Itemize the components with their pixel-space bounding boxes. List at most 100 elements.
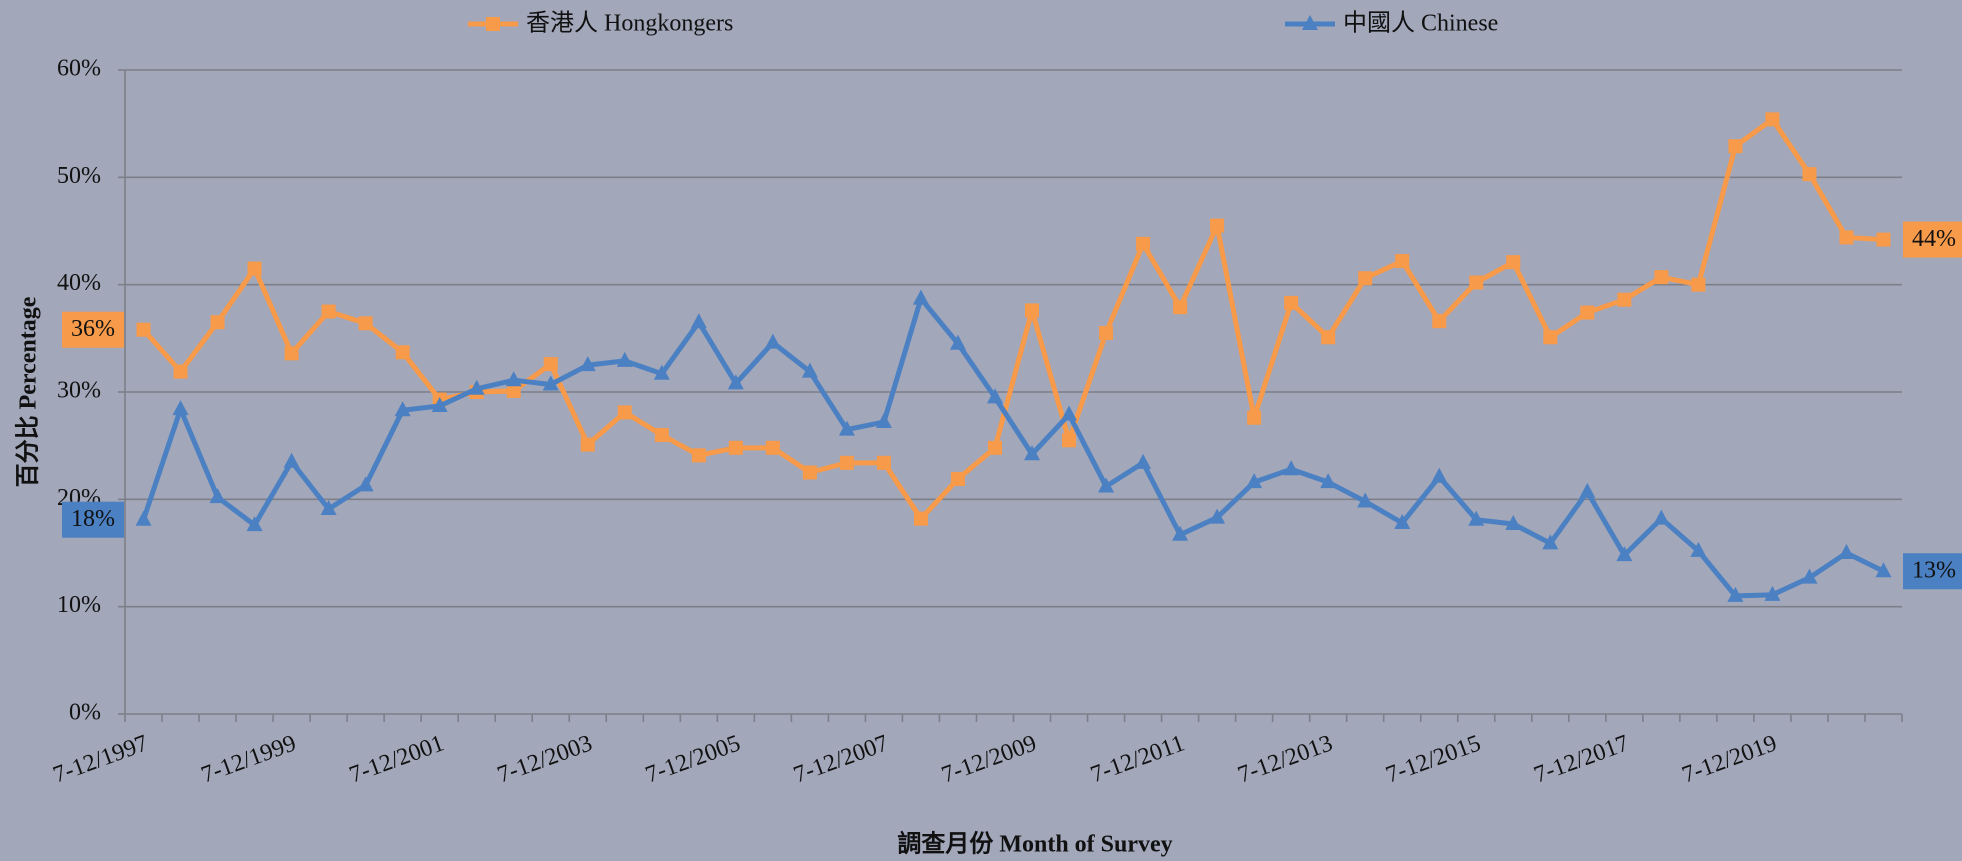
marker (1394, 513, 1411, 529)
y-tick-label: 10% (57, 592, 101, 618)
marker (1876, 232, 1891, 247)
marker (801, 362, 818, 378)
data-label: 36% (71, 316, 115, 342)
marker (616, 351, 633, 367)
marker (1728, 139, 1743, 154)
marker (486, 17, 500, 31)
marker (1765, 112, 1780, 127)
x-tick-label: 7-12/2017 (1531, 730, 1633, 788)
marker (247, 261, 262, 276)
marker (1247, 410, 1262, 425)
marker (690, 313, 707, 329)
marker (1505, 515, 1522, 531)
marker (1024, 445, 1041, 461)
marker (173, 364, 188, 379)
marker (986, 388, 1003, 404)
marker (431, 396, 448, 412)
x-tick-label: 7-12/1999 (198, 730, 300, 788)
marker (1653, 509, 1670, 525)
marker (1432, 314, 1447, 329)
marker (1875, 562, 1892, 578)
x-tick-label: 7-12/2011 (1087, 730, 1188, 788)
marker (580, 437, 595, 452)
marker (1654, 270, 1669, 285)
marker (395, 345, 410, 360)
marker (1395, 254, 1410, 269)
data-label-box (62, 311, 124, 348)
marker (1690, 541, 1707, 557)
marker (209, 488, 226, 504)
marker (1209, 508, 1226, 524)
x-tick-label: 7-12/2009 (938, 730, 1040, 788)
marker (1173, 300, 1188, 315)
line (141, 116, 1884, 522)
marker (246, 516, 263, 532)
data-label-box (1903, 553, 1962, 590)
data-label-box (1903, 221, 1962, 258)
marker (1061, 405, 1078, 421)
marker (1580, 305, 1595, 320)
y-axis-title: 百分比 Percentage (15, 296, 42, 487)
marker (1542, 534, 1559, 550)
marker (1246, 473, 1263, 489)
x-tick-label: 7-12/2001 (346, 730, 448, 788)
marker (1136, 236, 1151, 251)
y-tick-label: 50% (57, 163, 101, 189)
marker (987, 440, 1002, 455)
x-tick-label: 7-12/2005 (642, 730, 744, 788)
marker (1320, 473, 1337, 489)
marker (1357, 492, 1374, 508)
marker (172, 400, 189, 416)
data-label: 13% (1912, 558, 1956, 584)
marker (394, 401, 411, 417)
data-label-box (62, 501, 124, 538)
line (141, 296, 1885, 599)
marker (579, 356, 596, 372)
marker (1210, 218, 1225, 233)
marker (949, 334, 966, 350)
x-tick-label: 7-12/2007 (790, 730, 892, 788)
marker (1801, 568, 1818, 584)
marker (543, 357, 558, 372)
series: 18% 13% (62, 289, 1962, 602)
marker (1506, 255, 1521, 270)
marker (1358, 271, 1373, 286)
marker (727, 374, 744, 390)
marker (876, 455, 891, 470)
marker (1691, 277, 1706, 292)
marker (1283, 460, 1300, 476)
marker (1469, 275, 1484, 290)
x-axis-title: 調查月份 Month of Survey (897, 830, 1172, 858)
marker (136, 322, 151, 337)
marker (913, 511, 928, 526)
marker (765, 440, 780, 455)
marker (1838, 544, 1855, 559)
marker (135, 510, 152, 526)
data-label: 44% (1912, 226, 1956, 252)
marker (320, 499, 337, 515)
marker (617, 405, 632, 420)
marker (284, 346, 299, 361)
marker (950, 471, 965, 486)
marker (1062, 433, 1077, 448)
marker (912, 289, 929, 305)
series: 36% 44% (62, 112, 1962, 526)
marker (1025, 303, 1040, 318)
marker (838, 420, 855, 436)
y-tick-label: 0% (69, 700, 101, 726)
marker (321, 304, 336, 319)
marker (1135, 453, 1152, 469)
marker (1468, 510, 1485, 526)
marker (1543, 330, 1558, 345)
data-label: 18% (71, 506, 115, 532)
marker (505, 371, 522, 387)
marker (1172, 525, 1189, 541)
marker (802, 465, 817, 480)
x-tick-label: 7-12/1997 (50, 730, 152, 788)
legend-label: 香港人 Hongkongers (526, 10, 733, 37)
marker (1617, 292, 1632, 307)
marker (875, 413, 892, 429)
marker (1302, 15, 1318, 30)
marker (468, 379, 485, 395)
